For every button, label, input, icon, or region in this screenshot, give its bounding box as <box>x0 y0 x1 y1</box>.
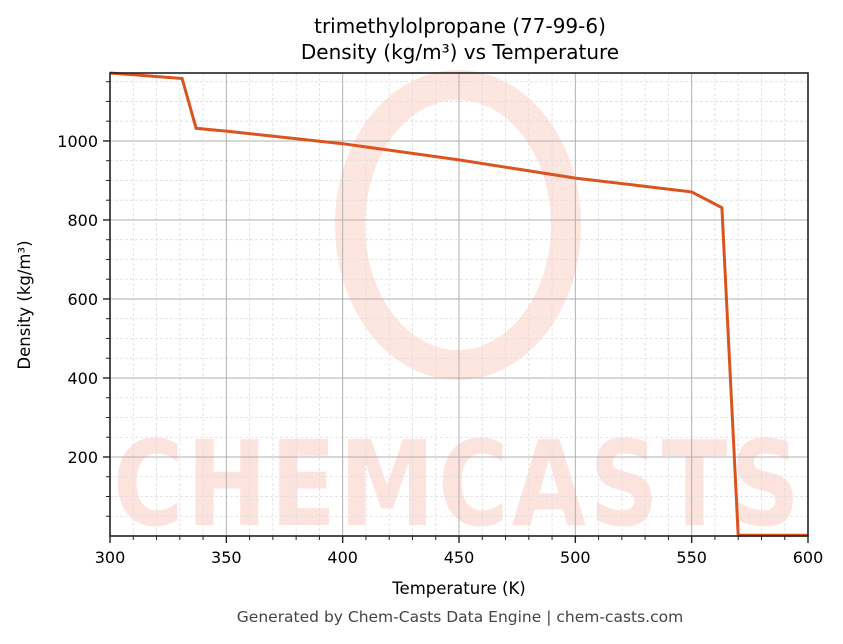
axis-ticks: 300 350 400 450 500 550 600 200 400 600 800 1000 <box>57 81 824 567</box>
chart-subtitle: Density (kg/m³) vs Temperature <box>300 40 620 64</box>
svg-text:500: 500 <box>560 548 591 567</box>
x-axis-label: Temperature (K) <box>391 579 525 598</box>
svg-text:1000: 1000 <box>57 132 98 151</box>
svg-text:600: 600 <box>793 548 824 567</box>
svg-text:600: 600 <box>67 290 98 309</box>
density-line <box>109 71 808 537</box>
footer-credit: Generated by Chem-Casts Data Engine | ch… <box>236 608 684 626</box>
svg-text:800: 800 <box>67 211 98 230</box>
svg-text:350: 350 <box>211 548 242 567</box>
chart-title: trimethylolpropane (77-99-6) <box>314 14 606 38</box>
svg-text:300: 300 <box>95 548 126 567</box>
svg-text:CHEMCASTS: CHEMCASTS <box>113 415 803 553</box>
svg-text:450: 450 <box>444 548 475 567</box>
svg-text:400: 400 <box>67 369 98 388</box>
chemcasts-watermark: CHEMCASTS <box>113 70 803 553</box>
y-axis-label: Density (kg/m³) <box>15 240 34 369</box>
svg-text:400: 400 <box>327 548 358 567</box>
svg-text:550: 550 <box>676 548 707 567</box>
svg-text:200: 200 <box>67 448 98 467</box>
